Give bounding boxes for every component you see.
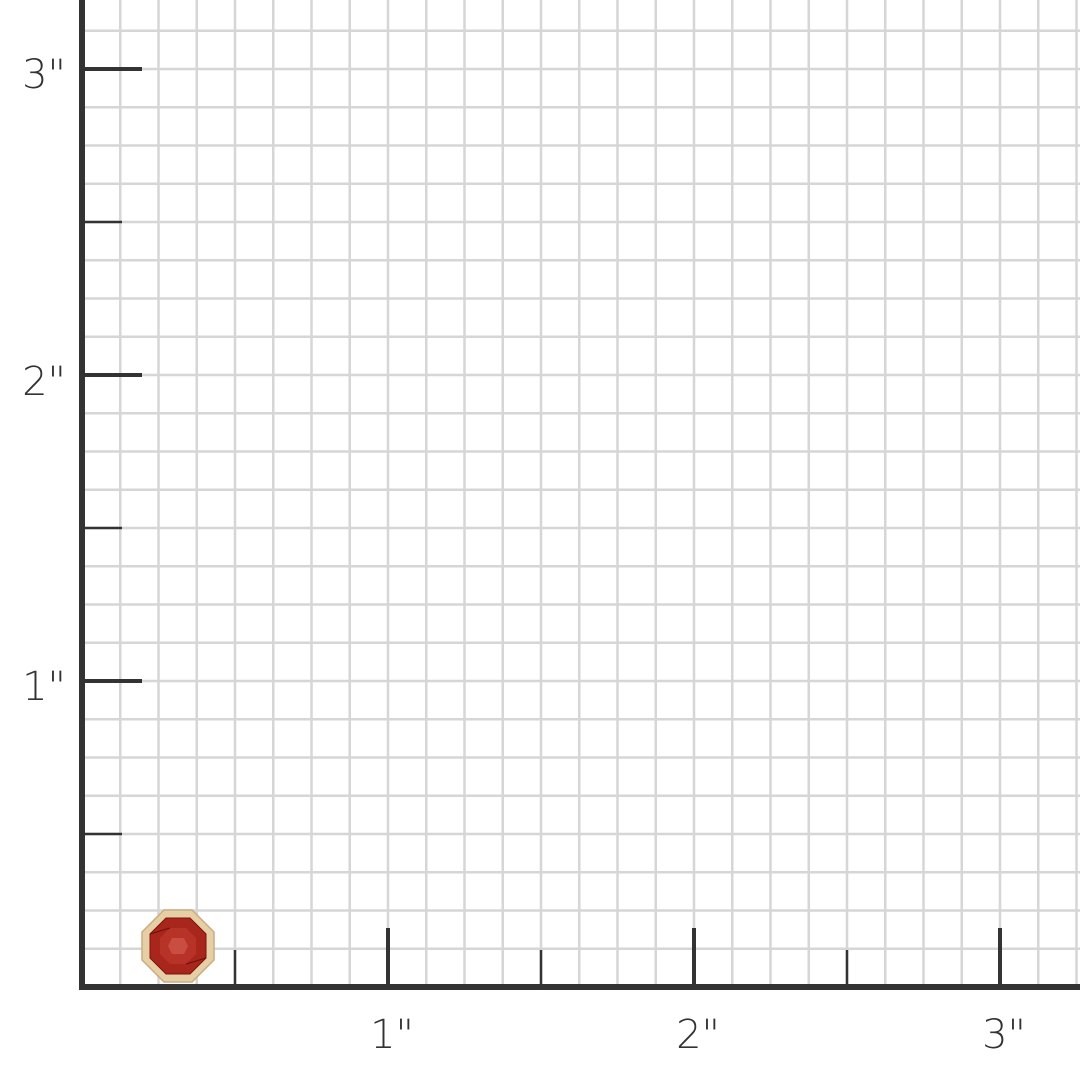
axes — [79, 0, 1080, 990]
y-label-1: 1" — [22, 664, 66, 710]
stone-facet-edge — [185, 957, 207, 965]
x-label-3: 3" — [982, 1012, 1026, 1058]
stone-facet-edge — [149, 927, 171, 935]
y-label-2: 2" — [22, 359, 66, 405]
axis-labels: 1" 2" 3" 1" 2" 3" — [22, 52, 1026, 1058]
grid-lines — [82, 0, 1080, 987]
stone-highlight — [168, 938, 188, 954]
x-label-1: 1" — [370, 1012, 414, 1058]
y-label-3: 3" — [22, 52, 66, 98]
gemstone-earring-image — [141, 909, 215, 983]
x-label-2: 2" — [676, 1012, 720, 1058]
